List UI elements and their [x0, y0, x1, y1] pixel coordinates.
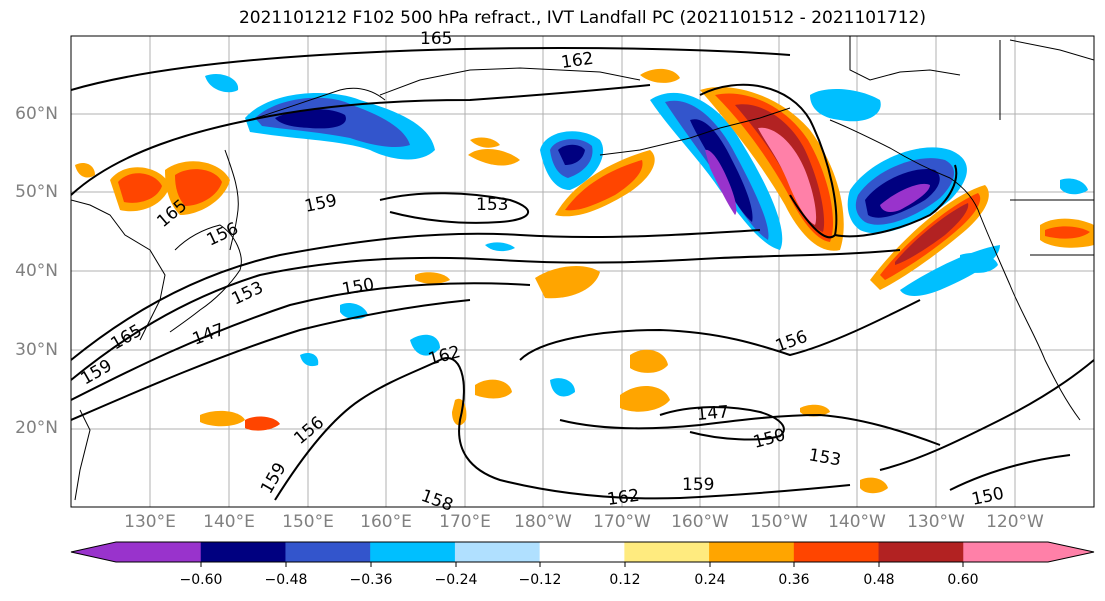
- lon-label-170e: 170°E: [439, 512, 491, 532]
- map-frame: [70, 35, 1095, 508]
- lat-label-40n: 40°N: [15, 261, 58, 281]
- colorbar-label: −0.36: [349, 572, 393, 588]
- contour-label: 165: [108, 321, 146, 355]
- height-contours: [71, 46, 1094, 501]
- colorbar-label: 0.24: [694, 572, 726, 588]
- contour-label: 162: [560, 49, 595, 73]
- contour-label: 150: [340, 275, 375, 300]
- ivt-shading: [75, 68, 1094, 494]
- contour-label: 156: [290, 413, 328, 449]
- colorbar-extend-low: [71, 542, 116, 562]
- contour-label: 153: [476, 195, 508, 215]
- colorbar-label: −0.12: [518, 572, 562, 588]
- contour-label: 159: [78, 356, 116, 390]
- contour-label: 159: [682, 475, 714, 495]
- colorbar-segment: [878, 542, 964, 562]
- contour-label: 158: [418, 486, 455, 516]
- lon-label-160w: 160°W: [671, 512, 729, 532]
- colorbar-label: 0.12: [609, 572, 641, 588]
- contour-label: 153: [807, 445, 842, 470]
- colorbar-label: 0.36: [778, 572, 810, 588]
- colorbar-segment: [539, 542, 625, 562]
- colorbar-segment: [624, 542, 710, 562]
- colorbar-ticks: [200, 562, 964, 567]
- lon-label-140e: 140°E: [203, 512, 255, 532]
- colorbar-label: −0.48: [264, 572, 308, 588]
- colorbar-label: 0.48: [863, 572, 895, 588]
- contour-label: 147: [190, 320, 227, 350]
- map-plot-area: [71, 36, 1094, 507]
- lon-label-120w: 120°W: [986, 512, 1044, 532]
- colorbar-label: −0.60: [179, 572, 223, 588]
- contour-label: 159: [257, 459, 291, 497]
- colorbar-segment: [793, 542, 880, 562]
- lon-label-140w: 140°W: [828, 512, 886, 532]
- colorbar-segment: [963, 542, 1049, 562]
- colorbar-segment: [200, 542, 286, 562]
- colorbar-outline: [70, 541, 1095, 563]
- lon-label-150w: 150°W: [750, 512, 808, 532]
- lat-label-50n: 50°N: [15, 182, 58, 202]
- lon-label-130w: 130°W: [907, 512, 965, 532]
- contour-label: 162: [606, 486, 641, 510]
- lon-label-130e: 130°E: [124, 512, 176, 532]
- lon-label-180w: 180°W: [514, 512, 572, 532]
- lat-label-20n: 20°N: [15, 418, 58, 438]
- colorbar-segment: [454, 542, 541, 562]
- lon-label-170w: 170°W: [593, 512, 651, 532]
- lat-label-30n: 30°N: [15, 340, 58, 360]
- lat-label-60n: 60°N: [15, 104, 58, 124]
- colorbar-segment: [116, 542, 202, 562]
- map-title: 2021101212 F102 500 hPa refract., IVT La…: [238, 8, 926, 28]
- colorbar-extend-high: [1048, 542, 1094, 562]
- colorbar-segment: [370, 542, 456, 562]
- colorbar: [70, 541, 1095, 563]
- lon-label-150e: 150°E: [282, 512, 334, 532]
- lon-label-160e: 160°E: [360, 512, 412, 532]
- coastlines: [71, 36, 1094, 501]
- colorbar-segment: [285, 542, 371, 562]
- contour-label: 165: [420, 29, 452, 49]
- colorbar-label: −0.24: [434, 572, 478, 588]
- colorbar-segment: [709, 542, 795, 562]
- colorbar-label: 0.60: [947, 572, 979, 588]
- contour-label: 153: [229, 278, 267, 310]
- contour-label: 150: [970, 484, 1006, 510]
- contour-label: 147: [696, 402, 730, 425]
- contour-label: 156: [773, 327, 810, 357]
